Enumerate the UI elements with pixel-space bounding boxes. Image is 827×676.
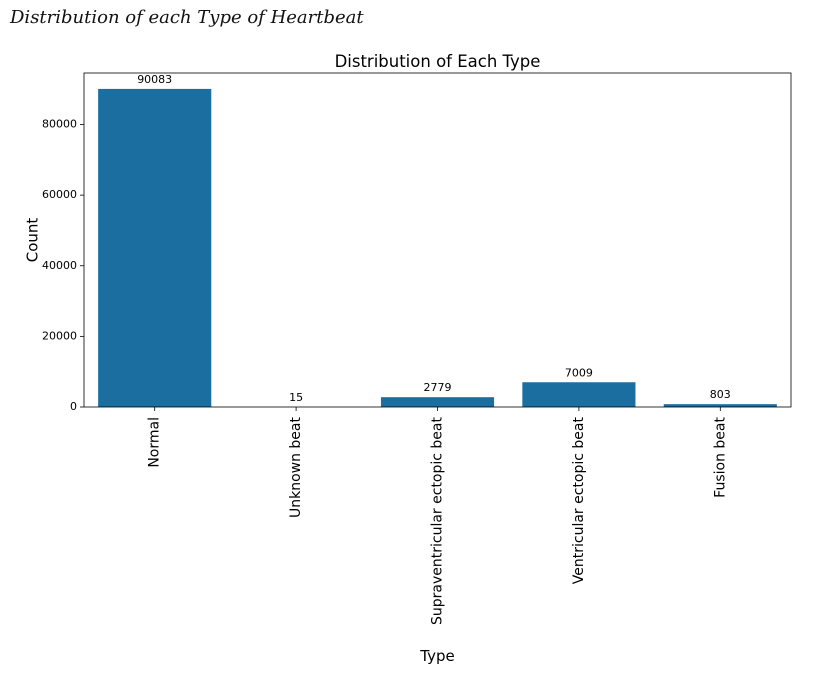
- bar-value-label: 90083: [137, 73, 172, 86]
- bar-value-label: 803: [710, 388, 731, 401]
- x-axis-title: Type: [419, 647, 454, 665]
- page-heading: Distribution of each Type of Heartbeat: [10, 7, 364, 28]
- axes-layer: Normal Unknown beat Supraventricular ectop…: [42, 72, 792, 625]
- bar-value-label: 7009: [565, 366, 593, 379]
- y-tick-label: 20000: [42, 329, 77, 342]
- y-axis-title: Count: [24, 218, 42, 263]
- x-tick-label: Supraventricular ectopic beat: [430, 416, 446, 625]
- chart-title: Distribution of Each Type: [335, 52, 541, 71]
- x-tick-label: Fusion beat: [712, 417, 728, 498]
- plot-frame: [83, 72, 792, 408]
- bar: [98, 88, 212, 407]
- x-tick-label: Unknown beat: [288, 416, 304, 518]
- y-tick-label: 40000: [42, 259, 77, 272]
- bar: [663, 404, 777, 407]
- bar: [522, 382, 636, 407]
- x-tick-label: Ventricular ectopic beat: [571, 416, 587, 584]
- bars-layer: 90083 15 2779 7009 803: [98, 73, 777, 407]
- x-tick-label: Normal: [147, 417, 163, 468]
- bar: [380, 397, 495, 407]
- y-tick-label: 80000: [42, 118, 77, 131]
- y-tick-label: 60000: [42, 188, 77, 201]
- bar-value-label: 2779: [424, 381, 452, 394]
- bar-value-label: 15: [289, 391, 303, 404]
- y-tick-label: 0: [70, 400, 77, 413]
